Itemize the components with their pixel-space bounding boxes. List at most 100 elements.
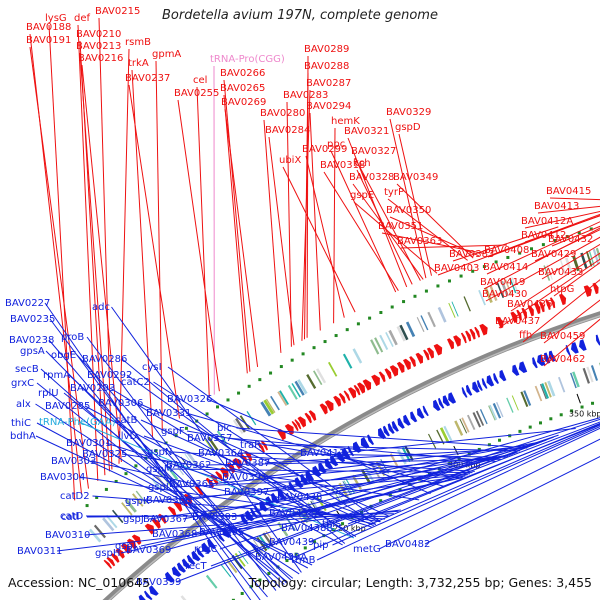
- reverse-gene-label: BAV0311: [17, 546, 62, 557]
- forward-gene-label: gspD: [395, 122, 421, 133]
- reverse-feature-stripe: [539, 384, 547, 400]
- forward-feature-stripe: [265, 398, 276, 413]
- forward-gene: [126, 538, 137, 550]
- forward-gene: [167, 506, 177, 517]
- forward-gene-leader-line: [131, 69, 154, 439]
- forward-gene-leader-line: [524, 210, 600, 229]
- ring-dot: [459, 274, 463, 278]
- reverse-gene-label: BAV0395: [199, 527, 244, 538]
- forward-gene-leader-line: [396, 183, 474, 259]
- reverse-feature-stripe: [467, 414, 476, 430]
- reverse-gene-label: gpsA: [20, 346, 45, 357]
- reverse-gene-label: cysI: [142, 362, 162, 373]
- forward-gene-label: BAV0265: [220, 83, 265, 94]
- forward-gene: [559, 293, 567, 306]
- reverse-gene-label: proB: [61, 332, 84, 343]
- forward-feature-stripe: [399, 324, 409, 341]
- forward-gene-leader-line: [286, 101, 292, 347]
- forward-gene-leader-line: [48, 24, 76, 501]
- forward-gene: [106, 556, 116, 567]
- forward-feature-stripe: [239, 415, 250, 430]
- ring-dot: [390, 305, 394, 309]
- reverse-gene-label: recT: [185, 561, 208, 572]
- forward-gene: [194, 485, 204, 496]
- forward-gene: [294, 419, 302, 430]
- forward-gene: [348, 387, 357, 399]
- ring-dot: [402, 300, 406, 304]
- reverse-feature-stripe: [570, 372, 577, 389]
- reverse-gene: [138, 594, 146, 600]
- forward-feature-stripe: [451, 301, 459, 317]
- reverse-gene: [165, 571, 175, 583]
- reverse-feature-stripe: [534, 385, 543, 402]
- forward-gene-leader-line: [223, 79, 251, 372]
- reverse-gene-leader-line: [205, 458, 501, 466]
- reverse-gene-label: bdhA: [10, 431, 36, 442]
- forward-feature-stripe: [388, 329, 398, 346]
- forward-gene-leader-line: [29, 46, 89, 489]
- forward-gene-leader-line: [301, 89, 311, 341]
- ring-dot: [95, 495, 99, 499]
- forward-feature-stripe: [565, 257, 573, 274]
- forward-feature-stripe: [328, 361, 338, 377]
- forward-gene: [460, 332, 467, 344]
- forward-gene-leader-line: [400, 244, 508, 249]
- forward-feature-stripe: [448, 302, 456, 318]
- forward-gene: [521, 307, 528, 319]
- reverse-gene-leader-line: [263, 441, 542, 493]
- reverse-gene: [171, 566, 182, 577]
- ring-dot: [506, 255, 510, 259]
- reverse-gene-label: BAV0286: [82, 354, 127, 365]
- reverse-feature-stripe: [361, 469, 372, 485]
- forward-gene-leader-line: [323, 171, 399, 291]
- reverse-gene-leader-line: [173, 473, 471, 488]
- forward-gene: [396, 361, 405, 373]
- reverse-gene: [201, 542, 211, 554]
- forward-gene: [403, 358, 411, 370]
- forward-gene: [479, 323, 488, 336]
- forward-feature-stripe: [543, 265, 551, 281]
- reverse-gene: [367, 434, 375, 445]
- forward-gene-label: ffh: [519, 330, 532, 341]
- reverse-gene: [216, 532, 225, 542]
- reverse-feature-stripe: [541, 383, 549, 399]
- reverse-gene-label: BAV0310: [45, 530, 90, 541]
- forward-gene-label: BAV0266: [220, 68, 265, 79]
- map-footer: Accession: NC_010645 Topology: circular;…: [8, 575, 592, 593]
- forward-gene-leader-line: [77, 24, 99, 481]
- forward-feature-stripe: [427, 311, 436, 328]
- forward-feature-stripe: [559, 259, 567, 276]
- forward-feature-stripe: [416, 317, 425, 332]
- ring-dot: [85, 504, 89, 508]
- forward-feature-stripe: [232, 419, 244, 434]
- reverse-gene: [493, 373, 499, 384]
- ring-dot: [247, 384, 251, 388]
- reverse-gene-label: obgE: [51, 350, 76, 361]
- reverse-gene-leader-line: [185, 412, 445, 487]
- reverse-gene: [403, 414, 411, 426]
- forward-gene-leader-line: [498, 258, 600, 329]
- forward-gene: [516, 309, 522, 321]
- forward-feature-stripe: [370, 339, 380, 355]
- reverse-gene: [305, 470, 315, 482]
- reverse-feature-stripe: [492, 403, 502, 419]
- forward-gene-label: BAV0432: [548, 234, 593, 245]
- reverse-gene-leader-line: [137, 402, 390, 517]
- forward-gene-label: ubiX: [279, 155, 301, 166]
- forward-feature-stripe: [420, 315, 429, 331]
- reverse-gene-label: BAV0235: [10, 314, 55, 325]
- ring-dot: [294, 552, 298, 556]
- reverse-feature-stripe: [443, 425, 453, 441]
- reverse-gene: [548, 350, 556, 362]
- reverse-gene-label: BAV0306: [98, 398, 143, 409]
- reverse-gene: [433, 399, 441, 411]
- forward-gene: [324, 400, 334, 412]
- forward-gene-label: BAV0210: [76, 29, 121, 40]
- forward-gene-label: BAV0318: [320, 160, 365, 171]
- forward-feature-stripe: [580, 252, 588, 269]
- reverse-gene-label: thiC: [11, 418, 31, 429]
- ring-dot: [360, 510, 364, 514]
- forward-feature-stripe: [379, 334, 389, 350]
- forward-gene-label: BAV0191: [26, 35, 71, 46]
- forward-gene-label: BAV0412A: [521, 216, 573, 227]
